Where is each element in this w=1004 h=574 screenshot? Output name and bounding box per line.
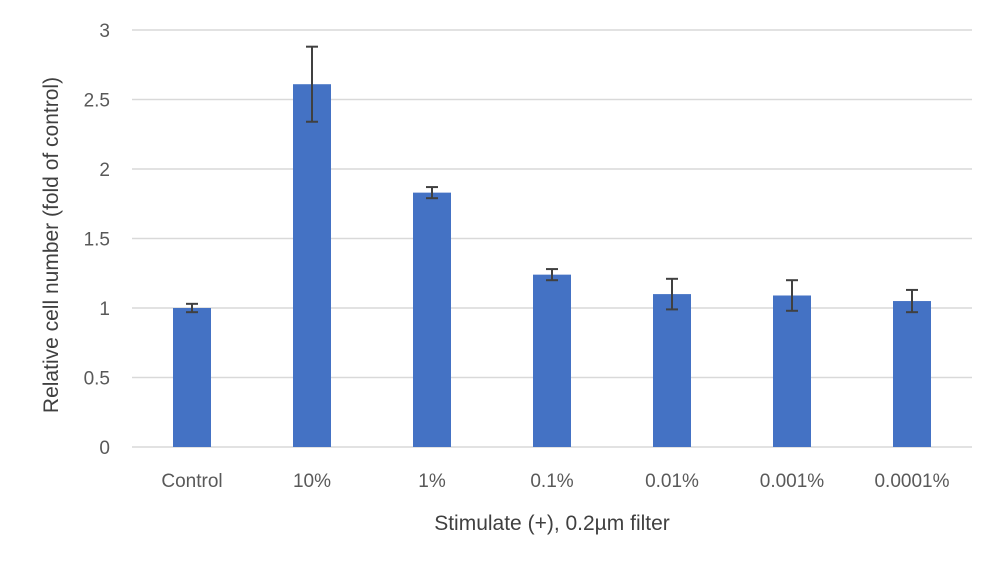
error-bar xyxy=(546,268,558,282)
error-bar xyxy=(906,288,918,314)
bar-0.0001% xyxy=(893,301,931,447)
x-tick-label: 0.001% xyxy=(760,471,825,492)
bar-1% xyxy=(413,192,451,447)
error-bar xyxy=(306,45,318,123)
x-axis-ticks: Control 10% 1% 0.1% 0.01% 0.001% 0.0001% xyxy=(161,471,949,492)
bar-10% xyxy=(293,84,331,448)
y-axis-ticks: 0 0.5 1 1.5 2 2.5 3 xyxy=(84,21,110,459)
error-bar xyxy=(186,302,198,314)
x-tick-label: 0.01% xyxy=(645,471,699,492)
x-tick-label: 1% xyxy=(418,471,446,492)
y-tick-label: 1.5 xyxy=(84,230,110,251)
y-tick-label: 2.5 xyxy=(84,91,110,112)
y-tick-label: 2 xyxy=(99,160,110,181)
bar-0.1% xyxy=(533,274,571,447)
x-tick-label: Control xyxy=(161,471,222,492)
bar-0.001% xyxy=(773,295,811,447)
error-bars xyxy=(186,45,918,314)
y-axis-title: Relative cell number (fold of control) xyxy=(40,77,63,413)
error-bar xyxy=(666,277,678,311)
x-tick-label: 0.0001% xyxy=(874,471,949,492)
x-tick-label: 10% xyxy=(293,471,331,492)
bars xyxy=(173,84,931,448)
bar-Control xyxy=(173,308,211,447)
y-tick-label: 1 xyxy=(99,299,110,320)
y-tick-label: 0.5 xyxy=(84,369,110,390)
x-axis-title: Stimulate (+), 0.2µm filter xyxy=(434,512,670,535)
x-tick-label: 0.1% xyxy=(530,471,573,492)
bar-0.01% xyxy=(653,294,691,447)
y-tick-label: 3 xyxy=(99,21,110,42)
error-bar xyxy=(786,279,798,312)
y-tick-label: 0 xyxy=(99,438,110,459)
error-bar xyxy=(426,186,438,200)
